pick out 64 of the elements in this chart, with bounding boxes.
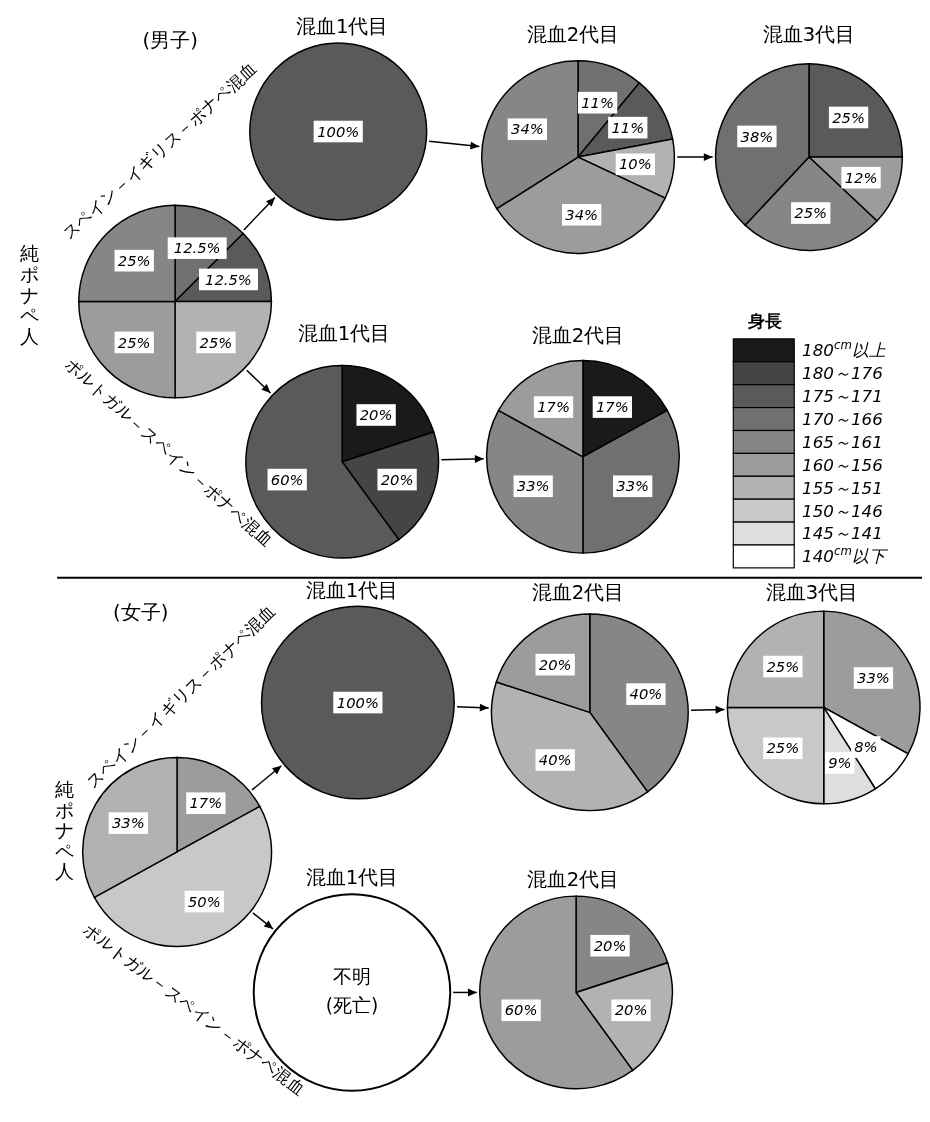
chart-title: (男子): [142, 29, 198, 52]
legend-label: 170～166: [802, 408, 883, 429]
data-label: 25%: [199, 333, 233, 351]
chart-title: (女子): [113, 600, 169, 624]
data-label: 50%: [187, 892, 221, 910]
legend-label: 175～171: [802, 386, 883, 407]
text: 純ポナペ人: [54, 778, 74, 883]
text: 混血1代目: [305, 866, 399, 890]
data-label: 100%: [317, 122, 360, 140]
chart-title: 混血3代目: [762, 23, 856, 47]
text: ポルトガル－スペイン－ポナペ混血: [79, 919, 310, 1100]
data-label: 25%: [117, 333, 151, 351]
chart-title: 混血2代目: [526, 23, 620, 47]
chart-title: 混血2代目: [531, 581, 625, 605]
data-label: 8%: [854, 738, 878, 756]
data-label: 12.5%: [205, 270, 252, 288]
data-label: 38%: [740, 127, 774, 145]
data-label: 34%: [511, 120, 544, 138]
text: 不明: [332, 965, 371, 987]
data-label: 20%: [359, 406, 393, 424]
chart-title: 混血3代目: [765, 581, 859, 605]
data-label: 40%: [538, 751, 572, 769]
data-label: 33%: [616, 477, 650, 495]
legend-label: 180$^{cm}$以上: [802, 338, 886, 361]
legend-label: 155～151: [802, 477, 883, 498]
legend-label: 180～176: [802, 363, 883, 384]
chart-title: 混血1代目: [305, 579, 399, 603]
legend-title: 身長: [746, 311, 782, 332]
data-label: 17%: [595, 398, 629, 416]
data-label: 17%: [537, 398, 570, 416]
legend-label: 165～161: [802, 431, 883, 452]
data-label: 33%: [516, 477, 550, 495]
data-label: 20%: [614, 1001, 648, 1019]
data-label: 25%: [832, 108, 865, 126]
data-label: 25%: [766, 739, 800, 757]
chart-title: 混血2代目: [526, 868, 620, 892]
data-label: 25%: [117, 251, 151, 269]
chart-title: 混血2代目: [531, 323, 625, 347]
data-label: 20%: [380, 470, 414, 488]
data-label: 60%: [270, 470, 304, 488]
data-label: 33%: [857, 669, 890, 687]
data-label: 40%: [629, 685, 663, 703]
data-label: 33%: [111, 814, 145, 832]
data-label: 25%: [766, 657, 800, 675]
text: 純ポナペ人: [20, 243, 40, 347]
data-label: 17%: [189, 794, 223, 812]
data-label: 9%: [828, 754, 852, 772]
data-label: 100%: [336, 693, 379, 711]
legend-label: 150～146: [802, 500, 883, 521]
data-label: 25%: [794, 204, 828, 222]
legend-label: 160～156: [802, 454, 883, 475]
legend-label: 145～141: [802, 523, 883, 544]
chart-title: 混血1代目: [297, 321, 391, 345]
data-label: 20%: [538, 655, 572, 673]
data-label: 11%: [581, 93, 614, 111]
chart-title: 混血1代目: [295, 15, 389, 39]
data-label: 11%: [611, 118, 645, 136]
data-label: 10%: [618, 155, 652, 173]
data-label: 34%: [565, 205, 599, 223]
legend-label: 140$^{cm}$以下: [802, 544, 889, 567]
data-label: 12%: [844, 168, 878, 186]
text: (死亡): [325, 995, 379, 1017]
data-label: 60%: [504, 1001, 538, 1019]
data-label: 20%: [593, 936, 627, 954]
